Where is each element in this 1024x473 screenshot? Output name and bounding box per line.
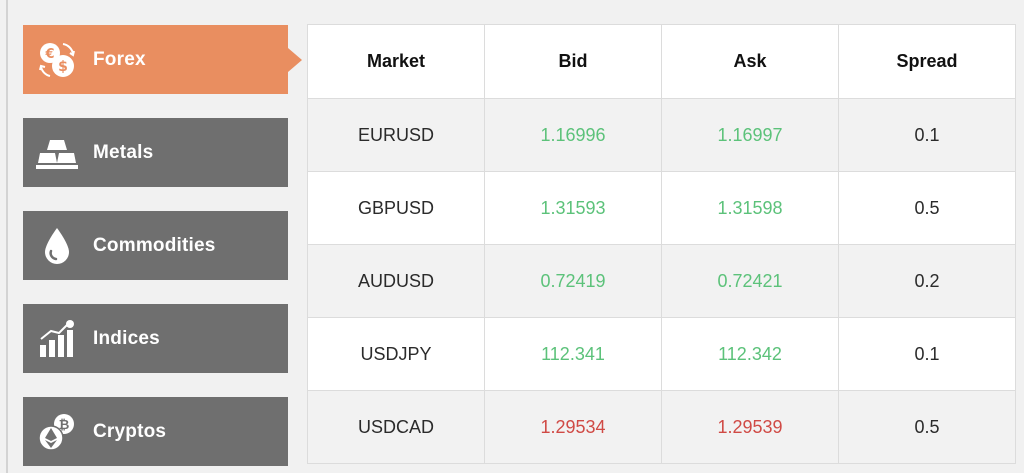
column-header-spread: Spread xyxy=(838,24,1016,99)
svg-text:₿: ₿ xyxy=(59,418,70,433)
column-header-ask: Ask xyxy=(661,24,839,99)
spread-cell: 0.1 xyxy=(838,317,1016,391)
ask-cell: 112.342 xyxy=(661,317,839,391)
bid-cell: 0.72419 xyxy=(484,244,662,318)
quotes-table: Market Bid Ask Spread EURUSD 1.16996 1.1… xyxy=(307,24,1016,464)
market-cell: AUDUSD xyxy=(307,244,485,318)
tab-forex[interactable]: € $ Forex xyxy=(23,25,302,94)
spread-cell: 0.2 xyxy=(838,244,1016,318)
crypto-coins-icon: ₿ xyxy=(35,410,79,454)
market-cell: GBPUSD xyxy=(307,171,485,245)
tab-cryptos[interactable]: ₿ Cryptos xyxy=(23,397,288,466)
table-row: EURUSD 1.16996 1.16997 0.1 xyxy=(307,98,1016,172)
ask-cell: 1.29539 xyxy=(661,390,839,464)
tab-indices[interactable]: Indices xyxy=(23,304,288,373)
spread-cell: 0.5 xyxy=(838,171,1016,245)
svg-text:$: $ xyxy=(58,59,68,75)
bid-cell: 1.16996 xyxy=(484,98,662,172)
bid-cell: 1.29534 xyxy=(484,390,662,464)
tab-metals[interactable]: Metals xyxy=(23,118,288,187)
table-row: USDJPY 112.341 112.342 0.1 xyxy=(307,317,1016,391)
svg-text:€: € xyxy=(44,47,54,62)
table-row: AUDUSD 0.72419 0.72421 0.2 xyxy=(307,244,1016,318)
tab-forex-label: Forex xyxy=(93,48,146,70)
table-row: GBPUSD 1.31593 1.31598 0.5 xyxy=(307,171,1016,245)
spread-cell: 0.5 xyxy=(838,390,1016,464)
market-cell: USDJPY xyxy=(307,317,485,391)
ask-cell: 1.16997 xyxy=(661,98,839,172)
column-header-market: Market xyxy=(307,24,485,99)
column-header-bid: Bid xyxy=(484,24,662,99)
ask-cell: 1.31598 xyxy=(661,171,839,245)
currency-exchange-icon: € $ xyxy=(35,38,79,82)
tab-commodities[interactable]: Commodities xyxy=(23,211,288,280)
market-cell: EURUSD xyxy=(307,98,485,172)
quotes-table-container: Market Bid Ask Spread EURUSD 1.16996 1.1… xyxy=(307,24,1016,473)
market-category-sidebar: € $ Forex Metal xyxy=(23,25,302,473)
oil-drop-icon xyxy=(35,224,79,268)
table-header-row: Market Bid Ask Spread xyxy=(307,24,1016,99)
bid-cell: 112.341 xyxy=(484,317,662,391)
bid-cell: 1.31593 xyxy=(484,171,662,245)
left-divider xyxy=(6,0,8,473)
market-cell: USDCAD xyxy=(307,390,485,464)
tab-commodities-label: Commodities xyxy=(93,234,216,256)
gold-bars-icon xyxy=(35,131,79,175)
spread-cell: 0.1 xyxy=(838,98,1016,172)
tab-metals-label: Metals xyxy=(93,141,154,163)
table-row: USDCAD 1.29534 1.29539 0.5 xyxy=(307,390,1016,464)
bar-chart-icon xyxy=(35,317,79,361)
tab-indices-label: Indices xyxy=(93,327,160,349)
tab-cryptos-label: Cryptos xyxy=(93,420,167,442)
ask-cell: 0.72421 xyxy=(661,244,839,318)
